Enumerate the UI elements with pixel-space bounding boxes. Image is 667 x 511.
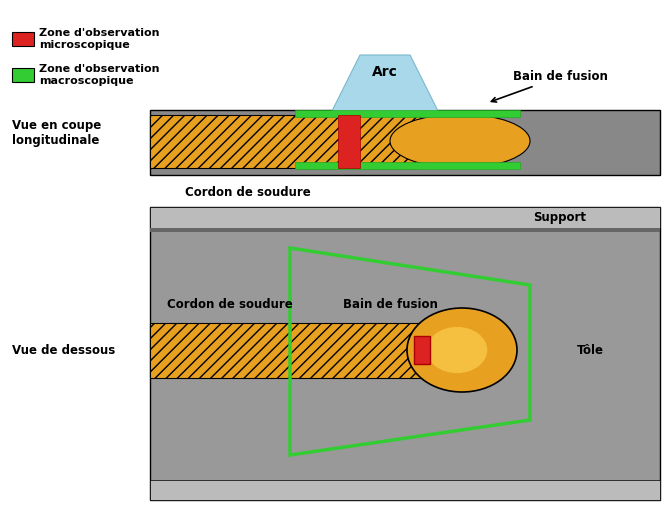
- Text: Vue de dessous: Vue de dessous: [12, 343, 115, 357]
- Ellipse shape: [390, 114, 530, 168]
- Bar: [295, 162, 520, 169]
- Text: Cordon de soudure: Cordon de soudure: [185, 186, 311, 199]
- Bar: [12, 68, 34, 82]
- Bar: [12, 32, 34, 46]
- Bar: [338, 115, 360, 168]
- Text: Vue en coupe
longitudinale: Vue en coupe longitudinale: [12, 119, 101, 147]
- Text: Zone d'observation
macroscopique: Zone d'observation macroscopique: [39, 64, 159, 86]
- Text: Tôle: Tôle: [576, 343, 604, 357]
- Text: Cordon de soudure: Cordon de soudure: [167, 298, 293, 312]
- Ellipse shape: [407, 308, 517, 392]
- Text: Bain de fusion: Bain de fusion: [492, 70, 608, 102]
- Bar: [414, 336, 430, 364]
- Bar: [150, 110, 660, 175]
- Bar: [150, 207, 660, 500]
- Bar: [150, 323, 430, 378]
- Polygon shape: [430, 323, 465, 378]
- Text: Bain de fusion: Bain de fusion: [343, 298, 438, 312]
- Polygon shape: [330, 55, 440, 115]
- Text: Arc: Arc: [372, 65, 398, 79]
- Bar: [150, 480, 660, 500]
- Bar: [150, 228, 660, 232]
- Bar: [150, 115, 420, 168]
- Ellipse shape: [427, 327, 488, 373]
- Text: Zone d'observation
microscopique: Zone d'observation microscopique: [39, 28, 159, 50]
- Bar: [150, 207, 660, 228]
- Bar: [295, 110, 520, 117]
- Text: Support: Support: [534, 212, 586, 224]
